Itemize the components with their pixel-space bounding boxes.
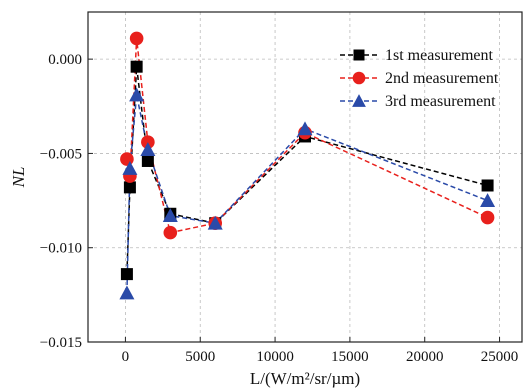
data-point-square xyxy=(481,179,494,192)
y-tick-label: −0.010 xyxy=(40,241,82,257)
x-axis-label: L/(W/m²/sr/µm) xyxy=(250,369,360,388)
y-ticks: −0.015 −0.010 −0.005 0.000 xyxy=(40,52,93,351)
x-tick-label: 20000 xyxy=(406,349,444,365)
data-point-triangle xyxy=(480,193,496,207)
data-point-circle xyxy=(480,210,495,225)
data-point-triangle xyxy=(207,215,223,230)
data-point-circle xyxy=(163,225,178,240)
legend-marker-circle xyxy=(352,71,366,85)
legend-label: 1st measurement xyxy=(385,47,494,64)
data-point-triangle xyxy=(129,87,145,102)
data-point-square xyxy=(120,268,133,281)
data-point-triangle xyxy=(122,161,138,175)
y-tick-label: −0.005 xyxy=(40,146,82,162)
y-tick-label: 0.000 xyxy=(48,52,82,68)
data-point-square xyxy=(123,181,136,194)
data-point-triangle xyxy=(140,142,156,157)
data-point-circle xyxy=(120,152,134,166)
legend-marker-square xyxy=(353,49,365,61)
x-tick-label: 5000 xyxy=(185,349,215,365)
legend: 1st measurement 2nd measurement 3rd measur… xyxy=(340,47,499,110)
data-point-triangle xyxy=(297,121,313,136)
y-tick-label: −0.015 xyxy=(40,335,82,351)
series-markers xyxy=(119,31,496,300)
x-ticks: 0 5000 10000 15000 20000 25000 xyxy=(122,337,519,365)
plot-frame xyxy=(87,11,523,343)
y-axis-label: NL xyxy=(9,167,28,189)
legend-marker-triangle xyxy=(352,94,366,107)
x-tick-label: 15000 xyxy=(331,349,369,365)
legend-label: 2nd measurement xyxy=(385,70,499,87)
data-point-square xyxy=(141,154,154,167)
data-point-square xyxy=(130,60,143,73)
series-line-3 xyxy=(126,94,488,293)
x-tick-label: 0 xyxy=(122,349,130,365)
legend-label: 3rd measurement xyxy=(385,93,496,110)
x-tick-label: 25000 xyxy=(481,349,519,365)
data-point-triangle xyxy=(162,208,178,223)
data-point-circle xyxy=(141,135,155,149)
x-tick-label: 10000 xyxy=(256,349,294,365)
data-point-triangle xyxy=(119,285,135,300)
data-point-circle xyxy=(129,31,144,46)
